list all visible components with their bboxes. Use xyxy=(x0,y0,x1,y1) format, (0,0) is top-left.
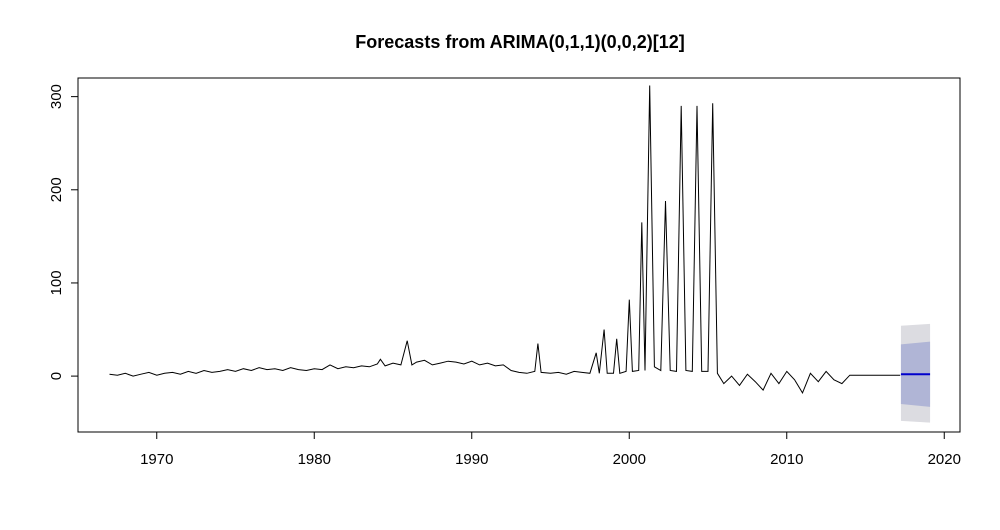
x-axis: 1970 1980 1990 2000 2010 2020 xyxy=(140,431,961,468)
x-tick-label: 1970 xyxy=(140,451,173,468)
series-layer xyxy=(109,85,901,395)
plot-frame xyxy=(77,77,961,433)
series-line xyxy=(109,85,901,395)
chart-title: Forecasts from ARIMA(0,1,1)(0,0,2)[12] xyxy=(355,32,684,52)
x-tick-label: 1990 xyxy=(455,451,488,468)
x-tick-label: 2000 xyxy=(613,451,646,468)
x-tick-label: 2020 xyxy=(928,451,961,468)
y-tick-label: 200 xyxy=(48,177,65,202)
x-tick-label: 2010 xyxy=(770,451,803,468)
x-tick-label: 1980 xyxy=(298,451,331,468)
y-axis: 0 100 200 300 xyxy=(48,84,79,380)
y-tick-label: 300 xyxy=(48,84,65,109)
y-tick-label: 0 xyxy=(48,372,65,380)
y-tick-label: 100 xyxy=(48,270,65,295)
